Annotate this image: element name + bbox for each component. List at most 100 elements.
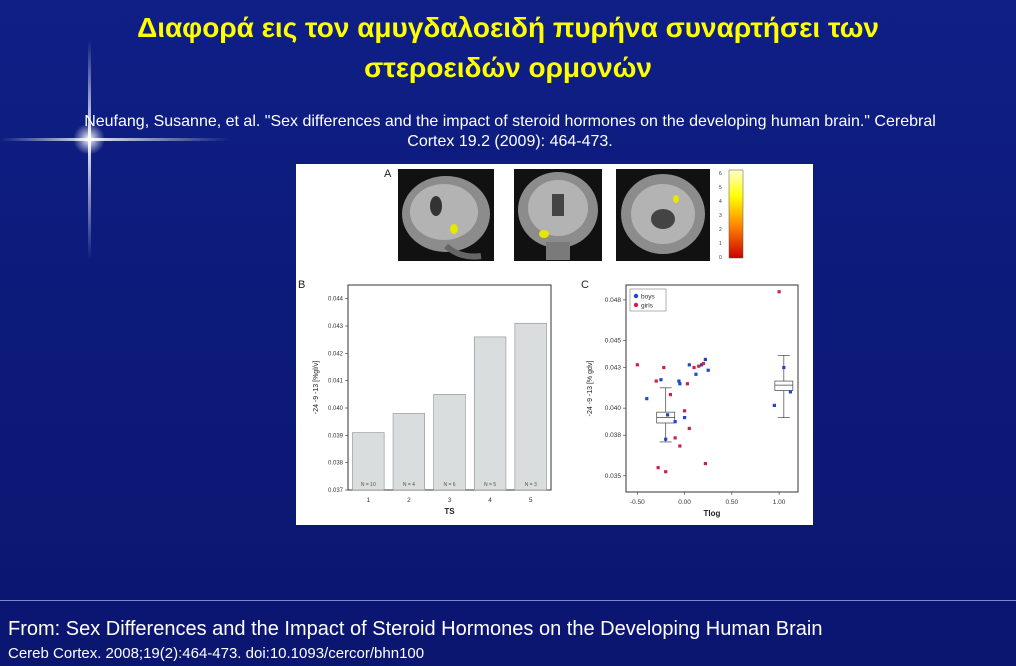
scatter-point-girls (664, 470, 668, 474)
brain-scan-coronal (514, 169, 602, 261)
scatter-point-girls (777, 290, 781, 294)
slide-title-line2: στεροειδών ορμονών (364, 52, 652, 83)
lens-flare-horizontal (0, 138, 230, 141)
scatter-point-girls (697, 364, 701, 368)
legend-marker (633, 302, 639, 308)
colorbar-tick-label: 0 (719, 255, 722, 261)
scatter-y-tick-label: 0.048 (605, 297, 622, 304)
scatter-point-boys (788, 390, 793, 394)
footer-source: From: Sex Differences and the Impact of … (8, 618, 823, 640)
bar-y-tick-label: 0.037 (328, 488, 344, 494)
colorbar-tick-label: 3 (719, 213, 722, 219)
scatter-point-girls (654, 379, 658, 383)
bar-y-tick-label: 0.042 (328, 351, 344, 357)
bar-x-axis-label: TS (444, 507, 455, 516)
brain-scan-axial (616, 169, 710, 261)
scatter-point-boys (664, 437, 668, 441)
scatter-x-tick-label: 0.50 (726, 499, 739, 506)
scatter-point-girls (701, 361, 706, 366)
colorbar-tick-label: 2 (719, 227, 722, 233)
bar (514, 322, 547, 491)
slide-title-line1: Διαφορά εις τον αμυγδαλοειδή πυρήνα συνα… (137, 12, 879, 43)
scatter-point-boys (673, 420, 677, 424)
footer-citation: Cereb Cortex. 2008;19(2):464-473. doi:10… (8, 645, 425, 662)
colorbar: 6 5 4 3 2 1 0 (719, 169, 744, 261)
scatter-x-tick-label: 1.00 (773, 499, 786, 506)
scatter-point-boys (700, 363, 704, 367)
scatter-y-tick-label: 0.045 (605, 337, 622, 344)
bar-n-label: N = 10 (361, 482, 376, 488)
scatter-point-girls (703, 461, 707, 466)
figure: A (296, 164, 813, 525)
colorbar-tick-label: 1 (719, 241, 722, 247)
bar-y-tick-label: 0.041 (328, 379, 344, 385)
bar (473, 336, 507, 491)
scatter-point-boys (659, 378, 663, 382)
panel-b-label: B (298, 279, 305, 291)
scatter-y-tick-label: 0.035 (605, 473, 622, 480)
bar-x-tick-label: 5 (529, 497, 533, 504)
bar-x-tick-label: 3 (448, 497, 452, 504)
scatter-chart: 0.048 0.045 0.043 0.040 0.038 0.035 -0.50 0.00 0… (587, 284, 799, 518)
scatter-point-girls (662, 365, 666, 370)
bar-n-label: N = 4 (403, 482, 415, 488)
bar-x-tick-label: 4 (488, 497, 492, 504)
scatter-point-girls (685, 382, 690, 386)
scatter-point-boys (677, 379, 681, 383)
scatter-point-boys (772, 403, 776, 408)
legend-label: girls (641, 303, 654, 310)
footer-divider (0, 600, 1016, 601)
bar (392, 413, 426, 491)
scatter-point-girls (673, 436, 677, 440)
scatter-legend: boys girls (629, 288, 667, 312)
scatter-x-axis-label: Tlog (704, 509, 721, 518)
scatter-y-tick-label: 0.040 (605, 405, 622, 412)
citation-line1: Neufang, Susanne, et al. "Sex difference… (84, 113, 936, 130)
scatter-chart-frame (625, 284, 799, 493)
scatter-point-boys (706, 368, 710, 372)
scatter-point-boys (782, 365, 786, 370)
legend-marker (633, 293, 639, 299)
scatter-point-girls (635, 363, 639, 367)
citation-line2: Cortex 19.2 (2009): 464-473. (407, 133, 613, 150)
scatter-point-boys (678, 382, 682, 386)
figure-svg: A (298, 168, 799, 518)
scatter-point-boys (645, 397, 649, 401)
box (774, 380, 794, 391)
scatter-point-girls (678, 444, 682, 448)
panel-c-label: C (581, 279, 589, 291)
bar-chart: 0.044 0.043 0.042 0.041 0.040 0.039 0.038 0.037… (313, 284, 552, 516)
scatter-point-girls (687, 426, 691, 431)
slide-title: Διαφορά εις τον αμυγδαλοειδή πυρήνα συνα… (0, 8, 1016, 88)
scatter-point-girls (668, 392, 673, 397)
colorbar-tick-label: 5 (719, 185, 722, 191)
bar-n-label: N = 3 (525, 482, 537, 488)
bar-y-axis-label: -24 -9 -13 [%gl/v] (313, 361, 320, 414)
legend-label: boys (641, 294, 655, 301)
scatter-y-tick-label: 0.038 (605, 432, 622, 439)
scatter-point-boys (703, 357, 707, 362)
colorbar-tick-label: 6 (719, 171, 722, 177)
colorbar-tick-label: 4 (719, 199, 722, 205)
bar-y-tick-label: 0.038 (328, 461, 344, 467)
legend-box (629, 288, 667, 312)
lens-flare-core (72, 124, 106, 154)
bar-y-tick-label: 0.040 (328, 406, 344, 412)
scatter-point-boys (682, 415, 687, 420)
scatter-point-girls (656, 466, 660, 470)
bar-y-tick-label: 0.043 (328, 324, 344, 330)
scatter-point-boys (687, 363, 691, 367)
scatter-point-girls (692, 365, 696, 370)
bar-n-label: N = 6 (443, 482, 455, 488)
bar-n-label: N = 5 (484, 482, 496, 488)
bar (352, 432, 385, 491)
scatter-y-axis-label: -24 -9 -13 [% gdv] (587, 361, 594, 417)
scatter-point-boys (665, 413, 670, 417)
citation: Neufang, Susanne, et al. "Sex difference… (60, 112, 960, 152)
bar-y-tick-label: 0.044 (328, 297, 344, 303)
bar-x-tick-label: 2 (407, 497, 411, 504)
scatter-x-tick-label: 0.00 (678, 499, 691, 506)
scatter-y-tick-label: 0.043 (605, 365, 622, 372)
bar-x-tick-label: 1 (366, 497, 370, 504)
brain-scan-sagittal (398, 169, 494, 261)
